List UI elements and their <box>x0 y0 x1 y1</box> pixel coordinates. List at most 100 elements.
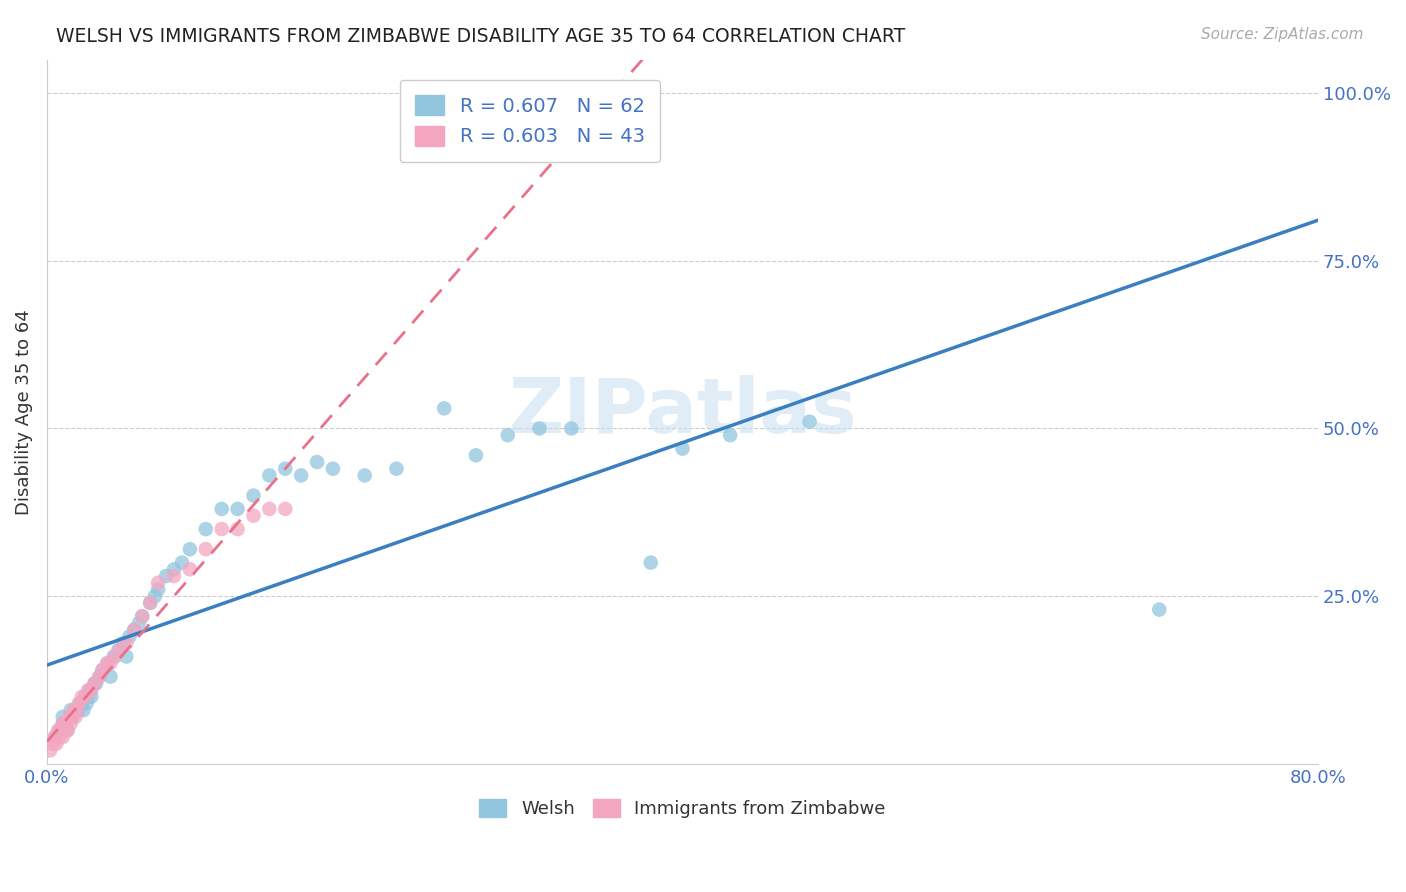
Point <box>274 502 297 516</box>
Point <box>53 723 76 738</box>
Point <box>128 615 150 630</box>
Point <box>385 461 408 475</box>
Point <box>124 623 146 637</box>
Point <box>56 723 79 738</box>
Point <box>496 428 519 442</box>
Point <box>51 723 73 738</box>
Point <box>100 657 122 671</box>
Point <box>77 683 100 698</box>
Point <box>124 623 146 637</box>
Point <box>146 582 169 597</box>
Point <box>45 737 67 751</box>
Point <box>226 502 249 516</box>
Point <box>42 737 65 751</box>
Point <box>640 556 662 570</box>
Point <box>52 710 75 724</box>
Point <box>58 710 80 724</box>
Point <box>44 730 66 744</box>
Point <box>72 703 94 717</box>
Point <box>89 670 111 684</box>
Text: WELSH VS IMMIGRANTS FROM ZIMBABWE DISABILITY AGE 35 TO 64 CORRELATION CHART: WELSH VS IMMIGRANTS FROM ZIMBABWE DISABI… <box>56 27 905 45</box>
Point <box>91 663 114 677</box>
Point <box>259 468 281 483</box>
Point <box>70 690 93 704</box>
Point <box>179 562 201 576</box>
Point <box>60 710 83 724</box>
Point <box>259 502 281 516</box>
Point <box>194 542 217 557</box>
Point <box>69 697 91 711</box>
Point <box>118 629 141 643</box>
Point <box>305 455 328 469</box>
Point <box>73 690 96 704</box>
Text: ZIPatlas: ZIPatlas <box>508 375 856 449</box>
Point <box>52 730 75 744</box>
Point <box>179 542 201 557</box>
Point <box>83 676 105 690</box>
Point <box>70 697 93 711</box>
Point <box>353 468 375 483</box>
Point <box>155 569 177 583</box>
Point <box>65 710 87 724</box>
Point <box>131 609 153 624</box>
Point <box>115 636 138 650</box>
Point <box>718 428 741 442</box>
Point <box>290 468 312 483</box>
Point <box>66 703 89 717</box>
Point <box>112 636 135 650</box>
Point <box>63 703 86 717</box>
Point <box>60 710 83 724</box>
Point <box>91 663 114 677</box>
Point <box>100 670 122 684</box>
Point <box>39 743 62 757</box>
Point <box>59 703 82 717</box>
Point <box>146 575 169 590</box>
Point <box>139 596 162 610</box>
Point <box>163 569 186 583</box>
Point <box>80 690 103 704</box>
Point <box>115 649 138 664</box>
Point <box>465 448 488 462</box>
Point <box>226 522 249 536</box>
Point <box>274 461 297 475</box>
Point <box>59 710 82 724</box>
Point <box>84 676 107 690</box>
Point <box>55 716 77 731</box>
Point <box>48 730 70 744</box>
Point <box>107 642 129 657</box>
Point <box>59 716 82 731</box>
Point <box>80 683 103 698</box>
Point <box>560 421 582 435</box>
Point <box>163 562 186 576</box>
Y-axis label: Disability Age 35 to 64: Disability Age 35 to 64 <box>15 309 32 515</box>
Point <box>44 730 66 744</box>
Point <box>671 442 693 456</box>
Point <box>73 690 96 704</box>
Point <box>65 703 87 717</box>
Point <box>139 596 162 610</box>
Point <box>96 657 118 671</box>
Point <box>143 589 166 603</box>
Point <box>529 421 551 435</box>
Point <box>170 556 193 570</box>
Point <box>108 642 131 657</box>
Text: Source: ZipAtlas.com: Source: ZipAtlas.com <box>1201 27 1364 42</box>
Point <box>211 502 233 516</box>
Point <box>194 522 217 536</box>
Point <box>77 690 100 704</box>
Point <box>799 415 821 429</box>
Point <box>1147 602 1170 616</box>
Point <box>52 716 75 731</box>
Point <box>89 670 111 684</box>
Point <box>83 676 105 690</box>
Point <box>67 697 90 711</box>
Point <box>48 723 70 738</box>
Point <box>322 461 344 475</box>
Point <box>103 649 125 664</box>
Point <box>79 683 101 698</box>
Point <box>242 508 264 523</box>
Point <box>67 703 90 717</box>
Point <box>52 716 75 731</box>
Point <box>56 723 79 738</box>
Point <box>131 609 153 624</box>
